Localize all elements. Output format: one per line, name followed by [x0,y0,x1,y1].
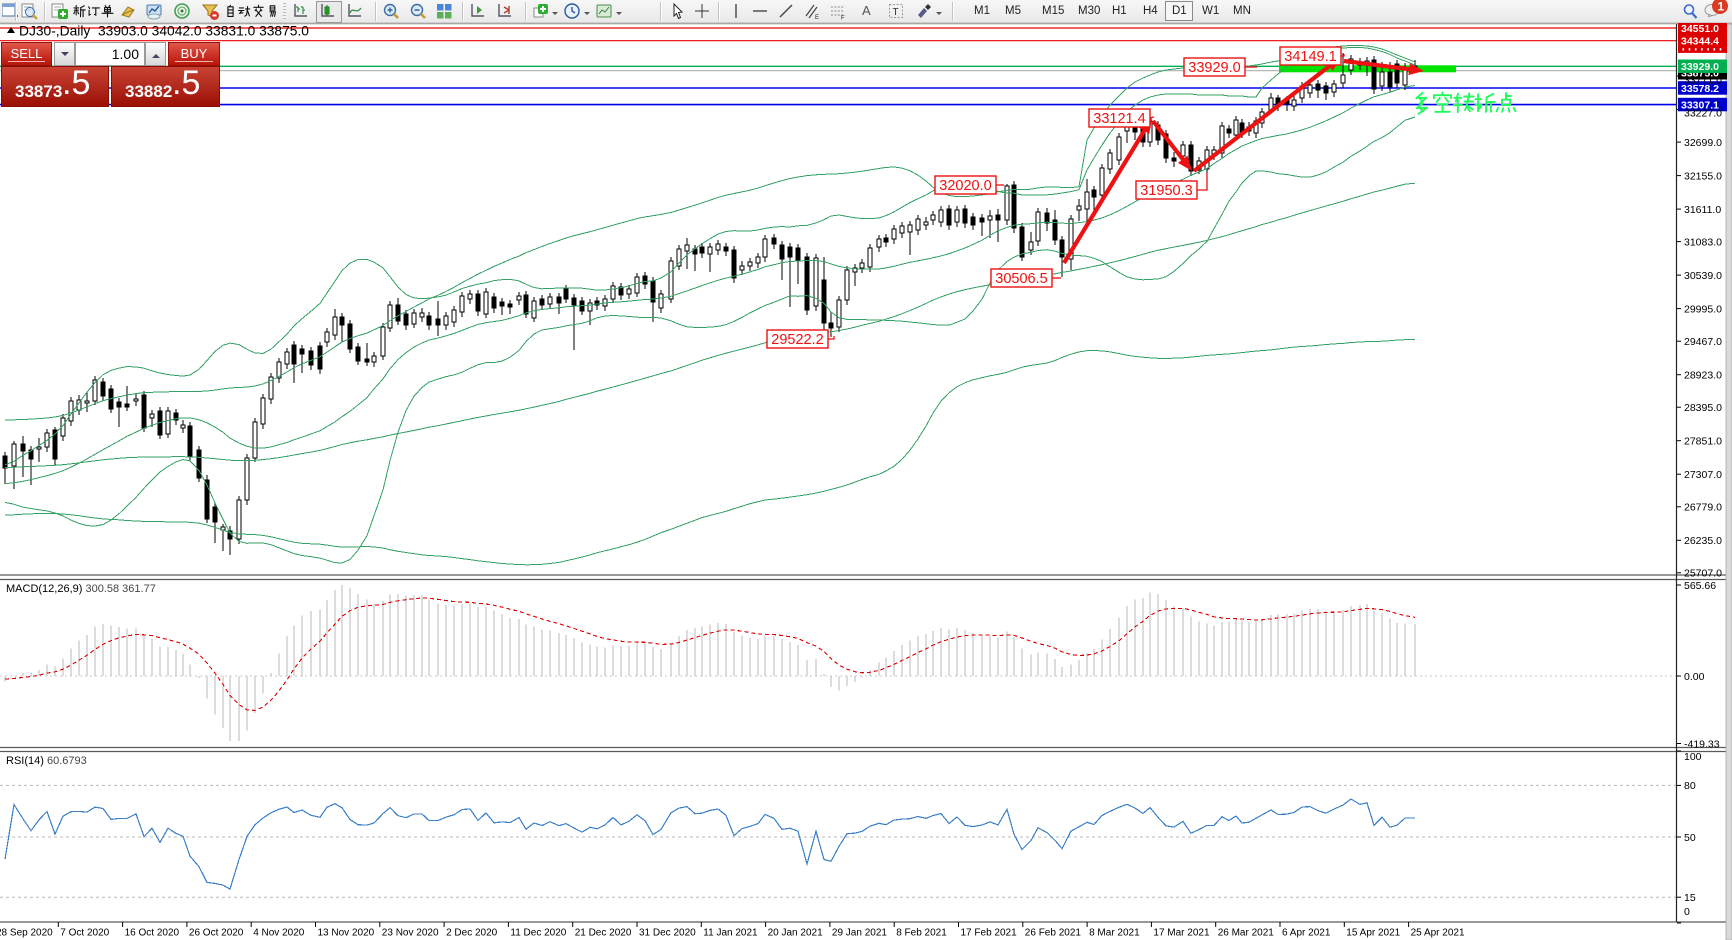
svg-text:26 Mar 2021: 26 Mar 2021 [1218,928,1275,939]
svg-text:23 Nov 2020: 23 Nov 2020 [382,928,439,939]
svg-text:28395.0: 28395.0 [1684,402,1722,414]
svg-text:-419.33: -419.33 [1684,738,1720,750]
svg-text:28923.0: 28923.0 [1684,370,1722,382]
svg-text:13 Nov 2020: 13 Nov 2020 [318,928,375,939]
svg-text:30539.0: 30539.0 [1684,270,1722,282]
svg-text:33929.0: 33929.0 [1681,61,1719,73]
svg-text:0: 0 [1684,906,1690,918]
svg-text:31611.0: 31611.0 [1684,204,1721,216]
svg-text:29467.0: 29467.0 [1684,336,1722,348]
svg-text:30506.5: 30506.5 [995,271,1047,287]
svg-text:26 Feb 2021: 26 Feb 2021 [1025,928,1082,939]
svg-text:17 Feb 2021: 17 Feb 2021 [961,928,1018,939]
svg-text:17 Mar 2021: 17 Mar 2021 [1153,928,1210,939]
svg-text:15 Apr 2021: 15 Apr 2021 [1346,928,1400,939]
svg-text:15: 15 [1684,892,1696,904]
svg-text:7 Oct 2020: 7 Oct 2020 [60,928,109,939]
svg-text:T: T [893,7,899,18]
svg-text:25 Apr 2021: 25 Apr 2021 [1411,928,1465,939]
svg-text:25707.0: 25707.0 [1684,568,1722,580]
svg-text:1: 1 [1718,0,1725,14]
svg-text:50: 50 [1684,832,1696,844]
svg-text:F: F [841,16,845,21]
svg-text:34551.0: 34551.0 [1681,23,1719,35]
svg-text:26779.0: 26779.0 [1684,502,1722,514]
svg-text:29995.0: 29995.0 [1684,303,1722,315]
svg-text:33307.1: 33307.1 [1681,99,1719,111]
svg-text:100: 100 [1684,751,1702,763]
svg-text:31 Dec 2020: 31 Dec 2020 [639,928,696,939]
svg-text:0.00: 0.00 [1684,671,1705,683]
svg-text:8 Mar 2021: 8 Mar 2021 [1089,928,1140,939]
svg-text:32155.0: 32155.0 [1684,170,1722,182]
svg-text:33929.0: 33929.0 [1188,60,1240,76]
svg-text:33121.4: 33121.4 [1093,111,1145,127]
svg-text:2 Dec 2020: 2 Dec 2020 [446,928,498,939]
svg-text:8 Feb 2021: 8 Feb 2021 [896,928,947,939]
svg-text:565.66: 565.66 [1684,580,1716,592]
svg-text:E: E [815,15,819,20]
svg-text:32699.0: 32699.0 [1684,137,1722,149]
svg-text:4 Nov 2020: 4 Nov 2020 [253,928,305,939]
svg-text:28 Sep 2020: 28 Sep 2020 [0,928,53,939]
svg-text:MACD(12,26,9) 300.58 361.77: MACD(12,26,9) 300.58 361.77 [6,583,156,595]
svg-text:34149.1: 34149.1 [1284,49,1336,65]
svg-text:11 Jan 2021: 11 Jan 2021 [703,928,758,939]
svg-text:21 Dec 2020: 21 Dec 2020 [575,928,632,939]
svg-text:33227.0: 33227.0 [1684,107,1722,119]
svg-text:34344.4: 34344.4 [1681,36,1719,48]
svg-text:RSI(14) 60.6793: RSI(14) 60.6793 [6,755,87,767]
svg-text:29 Jan 2021: 29 Jan 2021 [832,928,887,939]
svg-text:27851.0: 27851.0 [1684,436,1722,448]
svg-text:33771.0: 33771.0 [1684,74,1722,86]
svg-text:26 Oct 2020: 26 Oct 2020 [189,928,244,939]
svg-text:26235.0: 26235.0 [1684,535,1722,547]
svg-text:6 Apr 2021: 6 Apr 2021 [1282,928,1331,939]
svg-text:29522.2: 29522.2 [771,332,823,348]
svg-text:16 Oct 2020: 16 Oct 2020 [125,928,180,939]
svg-text:33578.2: 33578.2 [1681,83,1719,95]
svg-text:20 Jan 2021: 20 Jan 2021 [768,928,823,939]
svg-text:11 Dec 2020: 11 Dec 2020 [510,928,566,939]
svg-text:27307.0: 27307.0 [1684,469,1722,481]
svg-text:DJ30-,Daily 33903.0 34042.0 3: DJ30-,Daily 33903.0 34042.0 33831.0 3387… [19,24,309,39]
svg-text:31950.3: 31950.3 [1140,183,1192,199]
svg-text:31083.0: 31083.0 [1684,236,1722,248]
svg-text:32020.0: 32020.0 [939,178,991,194]
svg-text:80: 80 [1684,780,1696,792]
